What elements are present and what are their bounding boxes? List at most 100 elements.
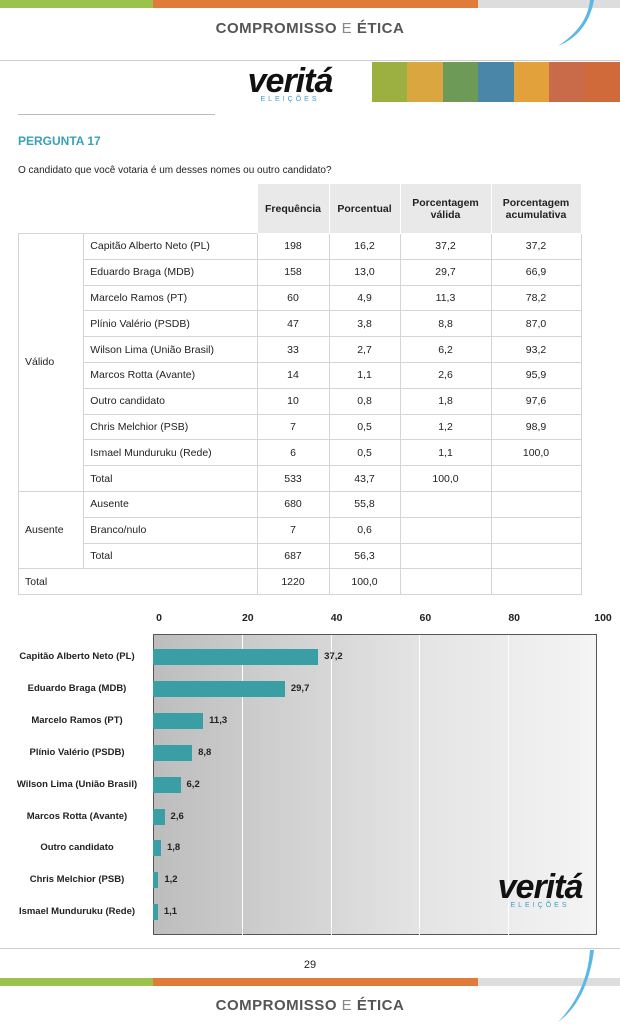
cell: 198 [256, 233, 330, 260]
value-label: 29,7 [290, 682, 310, 694]
footer-brand: COMPROMISSO E ÉTICA [0, 997, 620, 1014]
data-table: Frequência Porcentual Porcentagem válida Po… [17, 183, 582, 596]
cell: 0,8 [328, 387, 401, 415]
stripe [0, 978, 153, 986]
stripe [153, 0, 478, 8]
row: Eduardo Braga (MDB) 158 13,0 29,7 66,9 [19, 258, 582, 286]
cell [490, 542, 582, 570]
logo-brand: veritá [247, 62, 334, 100]
x-tick-label: 100 [594, 612, 612, 624]
cell: 6,2 [399, 336, 492, 363]
cell: 6 [256, 439, 330, 467]
brand-text: COMPROMISSO [215, 20, 337, 37]
watermark: veritá ELEIÇÕES [480, 870, 600, 909]
cell: 95,9 [490, 361, 582, 389]
column-header: Porcentual [328, 183, 401, 234]
category-label: Ismael Munduruku (Rede) [18, 906, 136, 918]
column-header: Porcentagem acumulativa [490, 183, 582, 234]
x-tick-label: 40 [330, 612, 343, 624]
cell [490, 490, 582, 518]
brand-text: COMPROMISSO [215, 997, 337, 1014]
rule [0, 948, 620, 949]
swoosh [558, 950, 594, 1022]
row-label: Eduardo Braga (MDB) [83, 258, 258, 286]
cell: 1220 [256, 568, 330, 596]
bar [153, 872, 159, 889]
row-label: Total [83, 542, 258, 570]
stripe [478, 978, 620, 986]
row-label: Marcelo Ramos (PT) [83, 284, 258, 312]
row: Outro candidato 10 0,8 1,8 97,6 [19, 387, 582, 415]
photo-band [372, 62, 620, 102]
cell [399, 542, 492, 570]
grid-line [241, 635, 243, 935]
row-label: Capitão Alberto Neto (PL) [83, 233, 258, 260]
bar [153, 744, 193, 761]
cell: 33 [256, 336, 330, 363]
cell: 56,3 [328, 542, 401, 570]
stripe [0, 0, 153, 8]
cell: 2,6 [399, 361, 492, 389]
cell: 1,1 [399, 439, 492, 467]
cell: 1,2 [399, 413, 492, 441]
row: Marcelo Ramos (PT) 60 4,9 11,3 78,2 [19, 284, 582, 312]
corner [19, 184, 258, 234]
value-label: 1,2 [164, 874, 178, 886]
cell: 87,0 [490, 310, 582, 338]
cell: 16,2 [328, 233, 401, 260]
row-label: Marcos Rotta (Avante) [83, 361, 258, 389]
cell: 100,0 [490, 439, 582, 467]
row-label: Wilson Lima (União Brasil) [83, 336, 258, 363]
question-text: O candidato que você votaria é um desses… [18, 165, 332, 176]
value-label: 11,3 [209, 714, 228, 726]
x-tick-label: 80 [508, 612, 521, 624]
header-brand: COMPROMISSO E ÉTICA [0, 20, 620, 37]
cell: 43,7 [328, 465, 401, 492]
value-label: 8,8 [198, 746, 212, 758]
value-label: 37,2 [324, 651, 343, 662]
category-label: Plínio Valério (PSDB) [29, 746, 125, 758]
bar [153, 680, 285, 697]
page-number: 29 [303, 959, 317, 971]
row: Branco/nulo 7 0,6 [19, 516, 582, 544]
cell: 100,0 [328, 568, 401, 596]
cell: 55,8 [328, 490, 401, 518]
cell: 13,0 [328, 258, 401, 286]
cell [399, 516, 492, 544]
row: Marcos Rotta (Avante) 14 1,1 2,6 95,9 [19, 361, 582, 389]
rule [0, 60, 620, 61]
row: Wilson Lima (União Brasil) 33 2,7 6,2 93,2 [19, 336, 582, 363]
row: Chris Melchior (PSB) 7 0,5 1,2 98,9 [19, 413, 582, 441]
swoosh [558, 0, 594, 46]
logo: veritá ELEIÇÕES [230, 62, 350, 103]
column-header: Porcentagem válida [399, 183, 492, 234]
cell: 687 [256, 542, 330, 570]
bar [153, 808, 165, 825]
stripe [478, 0, 620, 8]
value-label: 2,6 [170, 810, 184, 822]
cell: 7 [256, 516, 330, 544]
grid-line [330, 635, 332, 935]
x-tick-label: 20 [241, 612, 254, 624]
cell: 680 [256, 490, 330, 518]
value-label: 1,1 [163, 906, 178, 918]
logo-sub: ELEIÇÕES [260, 96, 320, 103]
row: Ausente Ausente 680 55,8 [17, 490, 582, 570]
category-label: Marcelo Ramos (PT) [31, 714, 123, 726]
cell: 66,9 [490, 258, 582, 286]
value-label: 6,2 [186, 778, 200, 790]
cell: 11,3 [399, 284, 492, 312]
cell: 7 [256, 413, 330, 441]
group-label: Ausente [17, 490, 85, 570]
cell: 533 [256, 465, 330, 492]
cell [490, 568, 582, 596]
cell: 2,7 [328, 336, 401, 363]
question-number: PERGUNTA 17 [18, 134, 101, 148]
cell: 1,1 [328, 361, 401, 389]
row: Total 533 43,7 100,0 [19, 465, 582, 492]
bar [153, 649, 319, 665]
category-label: Wilson Lima (União Brasil) [16, 778, 138, 790]
cell: 14 [256, 361, 330, 389]
brand-connector: E [341, 20, 353, 37]
